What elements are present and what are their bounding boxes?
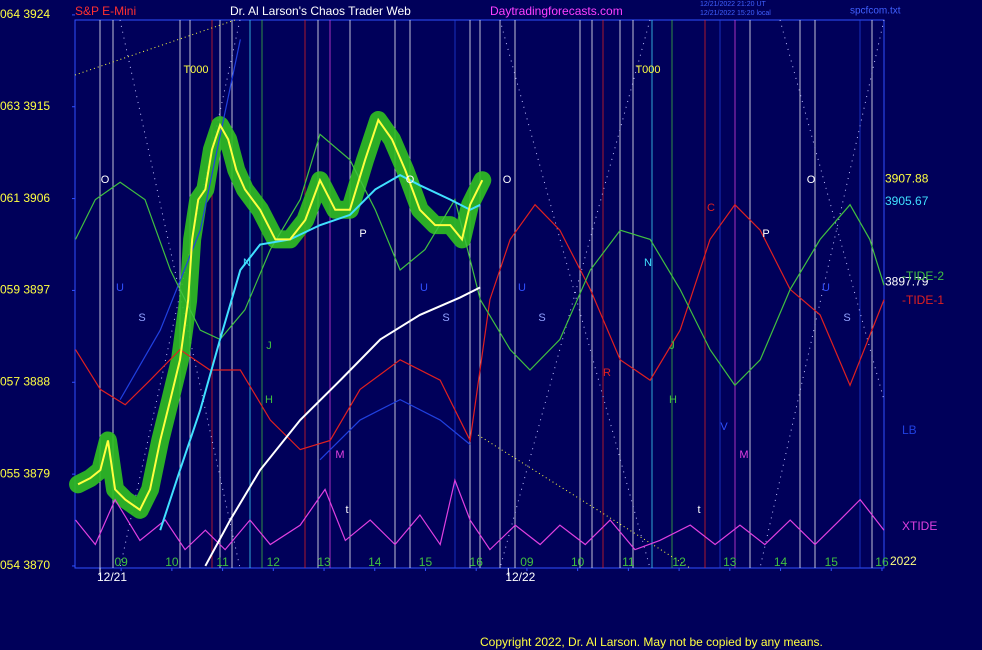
series-line bbox=[119, 39, 471, 461]
trend-line bbox=[477, 434, 691, 569]
stamp: 12/21/2022 15:20 local bbox=[700, 10, 771, 17]
annotation: V bbox=[720, 421, 728, 433]
x-tick-label: 13 bbox=[317, 555, 331, 569]
annotation: M bbox=[335, 449, 344, 461]
x-tick-label: 16 bbox=[875, 555, 889, 569]
date-label: 12/21 bbox=[97, 570, 127, 584]
y-tick-label: 061 3906 bbox=[0, 191, 50, 205]
chart-title: Dr. Al Larson's Chaos Trader Web bbox=[230, 4, 411, 18]
x-tick-label: 12 bbox=[672, 555, 686, 569]
last-value: 3897.79 bbox=[885, 275, 929, 289]
y-tick-label: 057 3888 bbox=[0, 374, 50, 388]
instrument: S&P E-Mini bbox=[75, 4, 136, 18]
date-label: 12/22 bbox=[505, 570, 535, 584]
trend-line bbox=[74, 19, 236, 76]
x-tick-label: 14 bbox=[368, 555, 382, 569]
annotation: U bbox=[420, 282, 428, 294]
x-tick-label: 09 bbox=[114, 555, 128, 569]
annotation: M bbox=[739, 449, 748, 461]
x-tick-label: 16 bbox=[470, 555, 484, 569]
annotation: J bbox=[669, 340, 675, 352]
annotation: U bbox=[822, 282, 830, 294]
legend-label: -TIDE-1 bbox=[902, 293, 944, 307]
y-tick-label: 064 3924 bbox=[0, 7, 50, 21]
legend-label: LB bbox=[902, 423, 917, 437]
file-name: spcfcom.txt bbox=[850, 6, 901, 17]
legend-label: -TIDE-2 bbox=[902, 269, 944, 283]
x-tick-label: 15 bbox=[419, 555, 433, 569]
annotation: U bbox=[116, 282, 124, 294]
series-line bbox=[77, 117, 484, 512]
legend-label: XTIDE bbox=[902, 519, 937, 533]
series-line bbox=[75, 478, 885, 551]
x-tick-label: 11 bbox=[216, 555, 229, 569]
annotation: N bbox=[644, 257, 652, 269]
annotation: U bbox=[518, 282, 526, 294]
y-tick-label: 054 3870 bbox=[0, 558, 50, 572]
x-tick-label: 14 bbox=[774, 555, 788, 569]
series-line bbox=[159, 173, 481, 531]
x-tick-label: 11 bbox=[622, 555, 635, 569]
annotation: J bbox=[266, 340, 272, 352]
series-line bbox=[204, 286, 481, 567]
site: Daytradingforecasts.com bbox=[490, 4, 623, 18]
year: 2022 bbox=[890, 554, 917, 568]
x-tick-label: 12 bbox=[267, 555, 281, 569]
annotation: P bbox=[762, 228, 769, 240]
annotation: O bbox=[503, 174, 512, 186]
annotation: S bbox=[138, 312, 145, 324]
stamp: 12/21/2022 21:20 UT bbox=[700, 1, 766, 8]
series-line bbox=[74, 133, 885, 387]
x-tick-label: 15 bbox=[825, 555, 839, 569]
x-tick-label: 13 bbox=[723, 555, 737, 569]
annotation: T000 bbox=[635, 64, 660, 76]
annotation: R bbox=[603, 367, 611, 379]
x-tick-label: 10 bbox=[571, 555, 585, 569]
copyright: Copyright 2022, Dr. Al Larson. May not b… bbox=[480, 635, 823, 649]
annotation: P bbox=[359, 228, 366, 240]
annotation: O bbox=[807, 174, 816, 186]
last-value: 3905.67 bbox=[885, 194, 929, 208]
annotation: H bbox=[669, 394, 677, 406]
x-tick-label: 09 bbox=[520, 555, 534, 569]
last-value: 3907.88 bbox=[885, 172, 929, 186]
annotation: S bbox=[442, 312, 449, 324]
y-tick-label: 059 3897 bbox=[0, 283, 50, 297]
annotation: t bbox=[697, 504, 700, 516]
x-tick-label: 10 bbox=[165, 555, 179, 569]
annotation: N bbox=[243, 257, 251, 269]
y-tick-label: 055 3879 bbox=[0, 466, 50, 480]
cycle-line bbox=[759, 19, 885, 569]
annotation: O bbox=[406, 174, 415, 186]
annotation: S bbox=[843, 312, 850, 324]
series-line bbox=[74, 203, 885, 451]
annotation: H bbox=[265, 394, 273, 406]
annotation: T000 bbox=[183, 64, 208, 76]
annotation: t bbox=[345, 504, 348, 516]
annotation: O bbox=[101, 174, 110, 186]
y-tick-label: 063 3915 bbox=[0, 99, 50, 113]
annotation: S bbox=[538, 312, 545, 324]
annotation: C bbox=[707, 202, 715, 214]
